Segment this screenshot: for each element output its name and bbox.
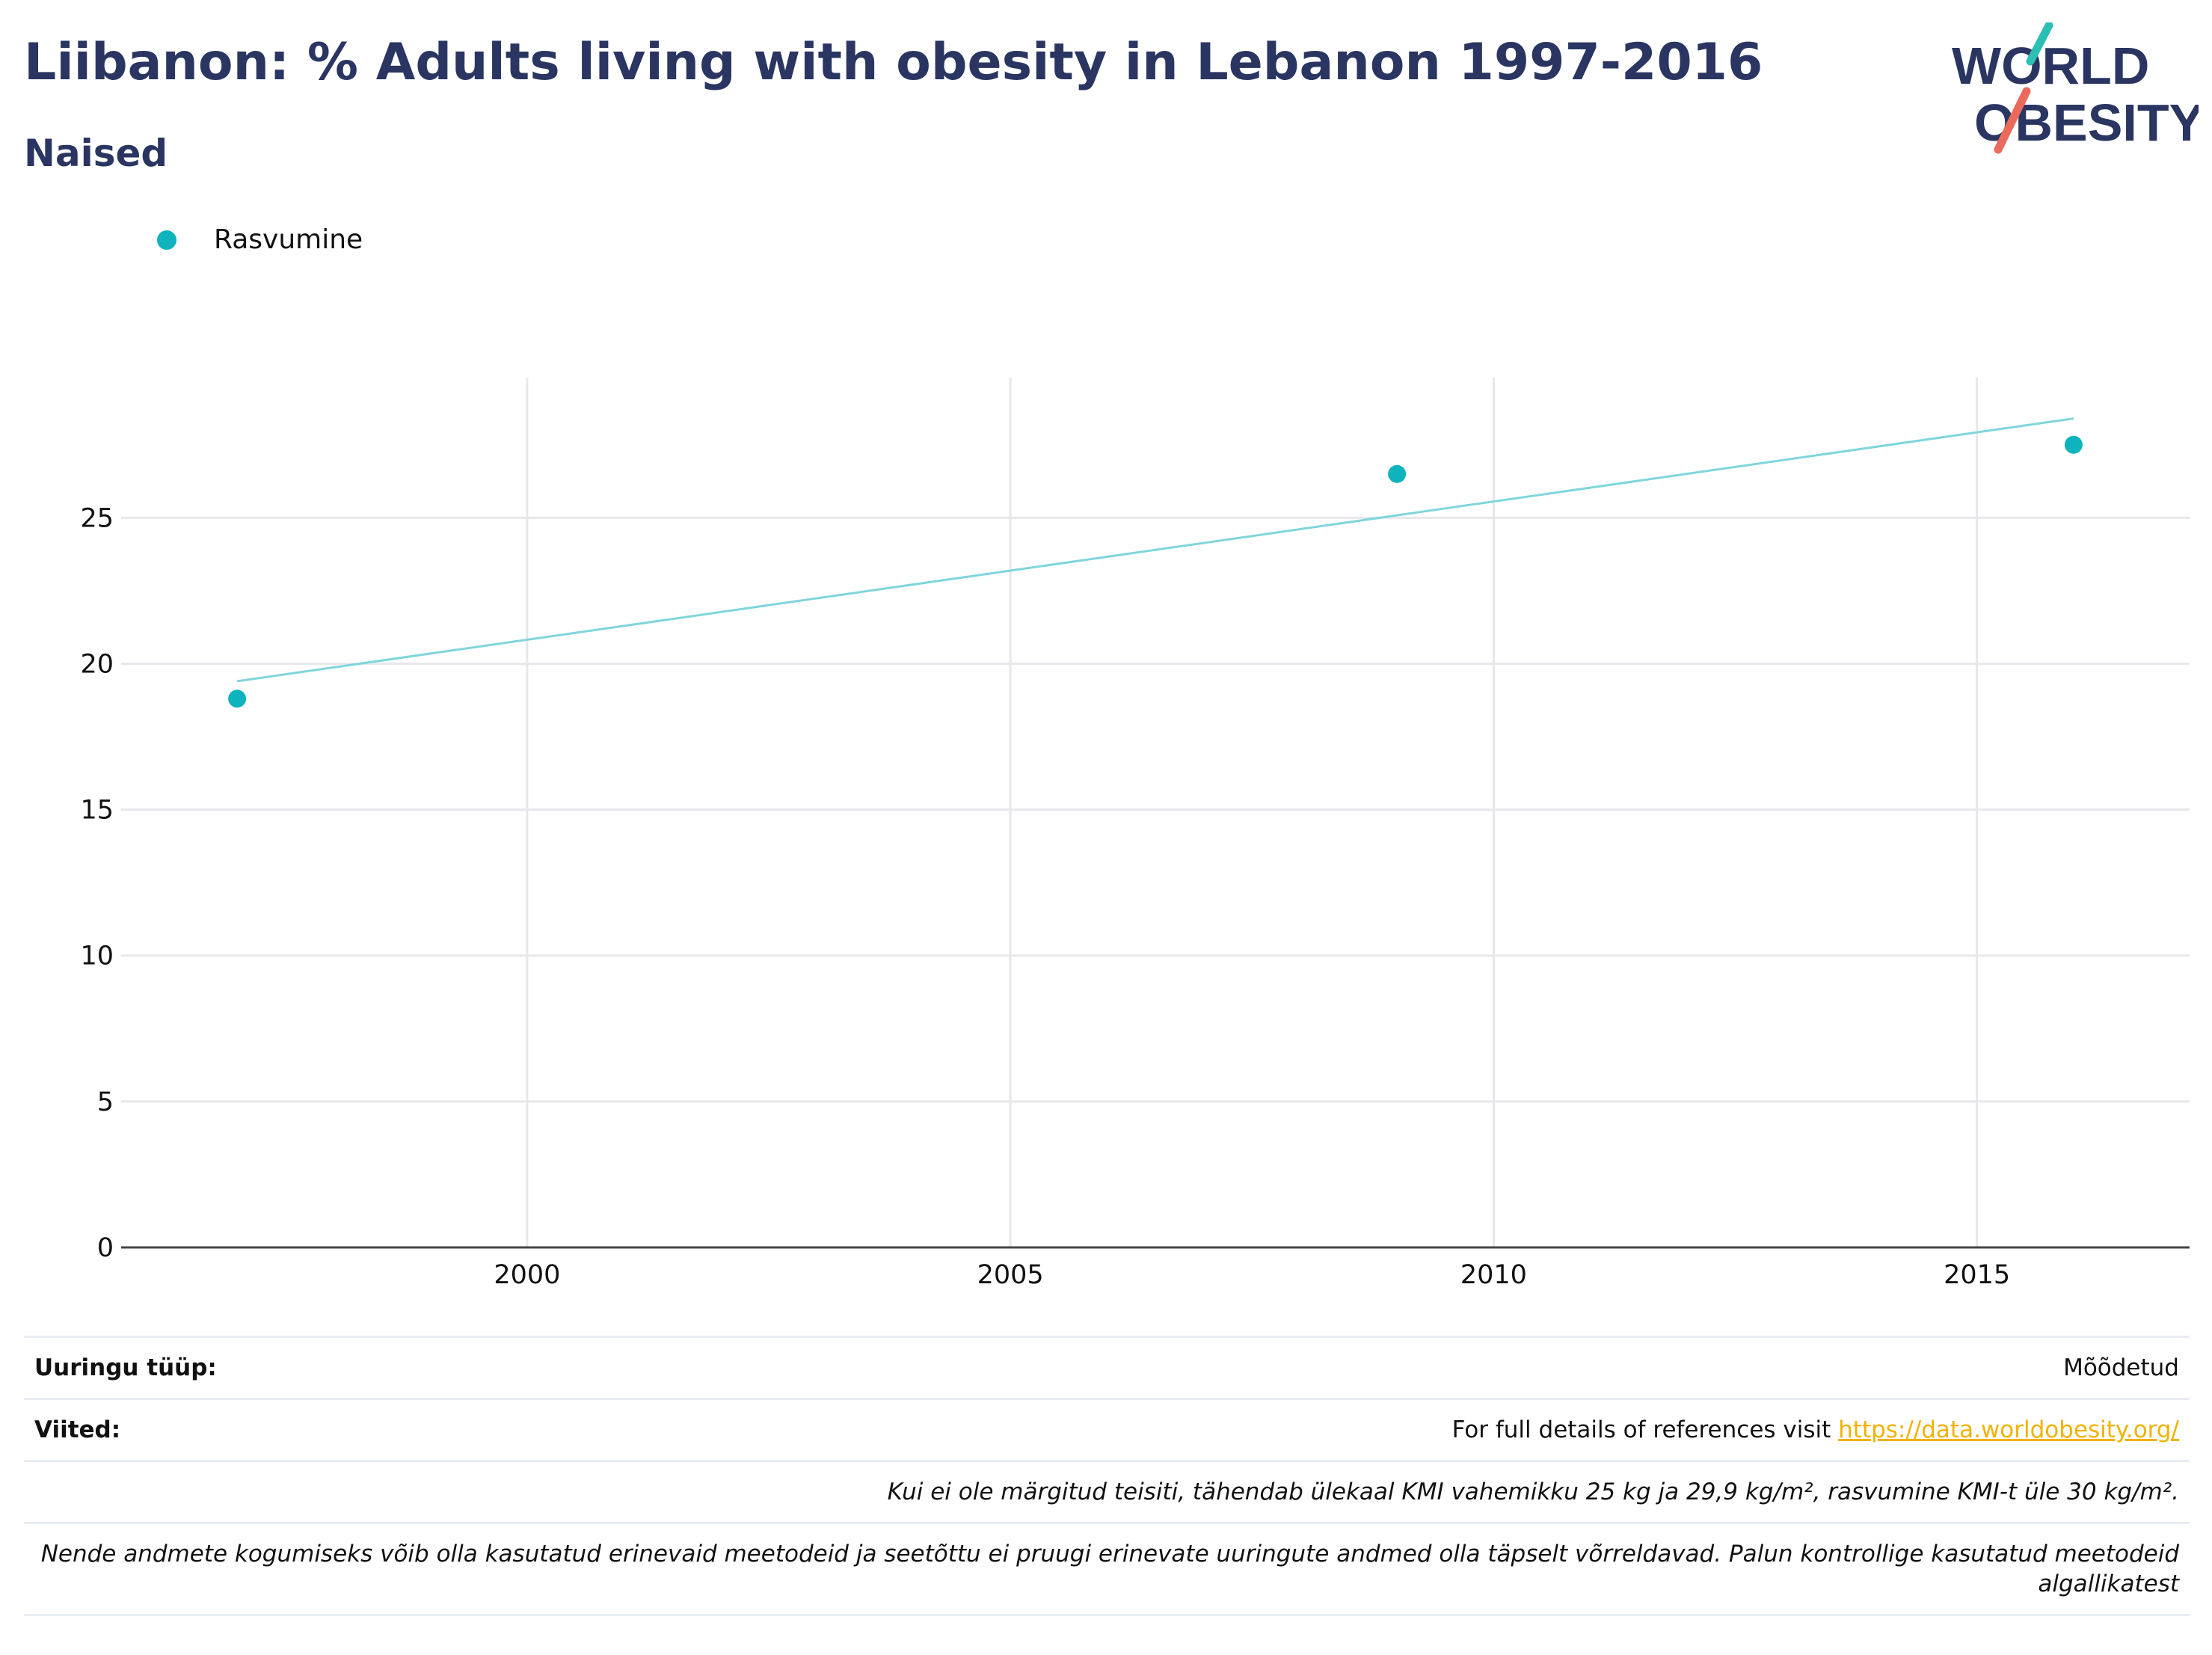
y-tick-label-15: 15 [80, 796, 114, 826]
bmi-note-row: Kui ei ole märgitud teisiti, tähendab ül… [24, 1460, 2190, 1522]
data-point-1997 [228, 690, 247, 708]
references-row: Viited: For full details of references v… [24, 1398, 2190, 1460]
bmi-note: Kui ei ole märgitud teisiti, tähendab ül… [887, 1479, 2179, 1505]
legend-label: Rasvumine [214, 224, 363, 255]
y-tick-label-5: 5 [97, 1087, 114, 1117]
survey-type-row: Uuringu tüüp: Mõõdetud [24, 1336, 2190, 1398]
trendline [236, 417, 2074, 683]
references-label: Viited: [34, 1416, 121, 1443]
references-link[interactable]: https://data.worldobesity.org/ [1838, 1416, 2179, 1443]
references-value: For full details of references visit htt… [1452, 1416, 2179, 1443]
chart-footer: Uuringu tüüp: Mõõdetud Viited: For full … [24, 1336, 2190, 1616]
y-tick-label-20: 20 [80, 649, 114, 679]
logo-slash-red [1994, 87, 2031, 154]
y-tick-label-25: 25 [80, 503, 114, 533]
chart-legend[interactable]: Rasvumine [157, 224, 363, 255]
y-tick-label-0: 0 [97, 1233, 114, 1263]
legend-marker [157, 230, 176, 250]
data-point-2016 [2064, 435, 2083, 454]
methods-note: Nende andmete kogumiseks võib olla kasut… [40, 1541, 2179, 1597]
data-point-2009 [1388, 464, 1407, 483]
logo-slash-teal [2026, 22, 2053, 66]
survey-type-label: Uuringu tüüp: [34, 1354, 217, 1381]
survey-type-value: Mõõdetud [2063, 1354, 2179, 1381]
world-obesity-logo: WORLD OBESITY [1952, 22, 2199, 154]
logo-text-world: WORLD [1952, 37, 2149, 95]
x-tick-label-2015: 2015 [1944, 1260, 2010, 1290]
chart-title: Liibanon: % Adults living with obesity i… [24, 33, 1763, 92]
x-tick-label-2010: 2010 [1460, 1260, 1527, 1290]
references-text: For full details of references visit [1451, 1416, 1839, 1443]
methods-note-row: Nende andmete kogumiseks võib olla kasut… [24, 1522, 2190, 1616]
y-tick-label-10: 10 [80, 942, 114, 971]
x-tick-label-2000: 2000 [494, 1260, 560, 1290]
x-tick-label-2005: 2005 [977, 1260, 1044, 1290]
chart-subtitle: Naised [24, 132, 168, 175]
scatter-chart: 2000 2005 2010 2015 0 5 10 15 20 25 [80, 378, 2190, 1290]
